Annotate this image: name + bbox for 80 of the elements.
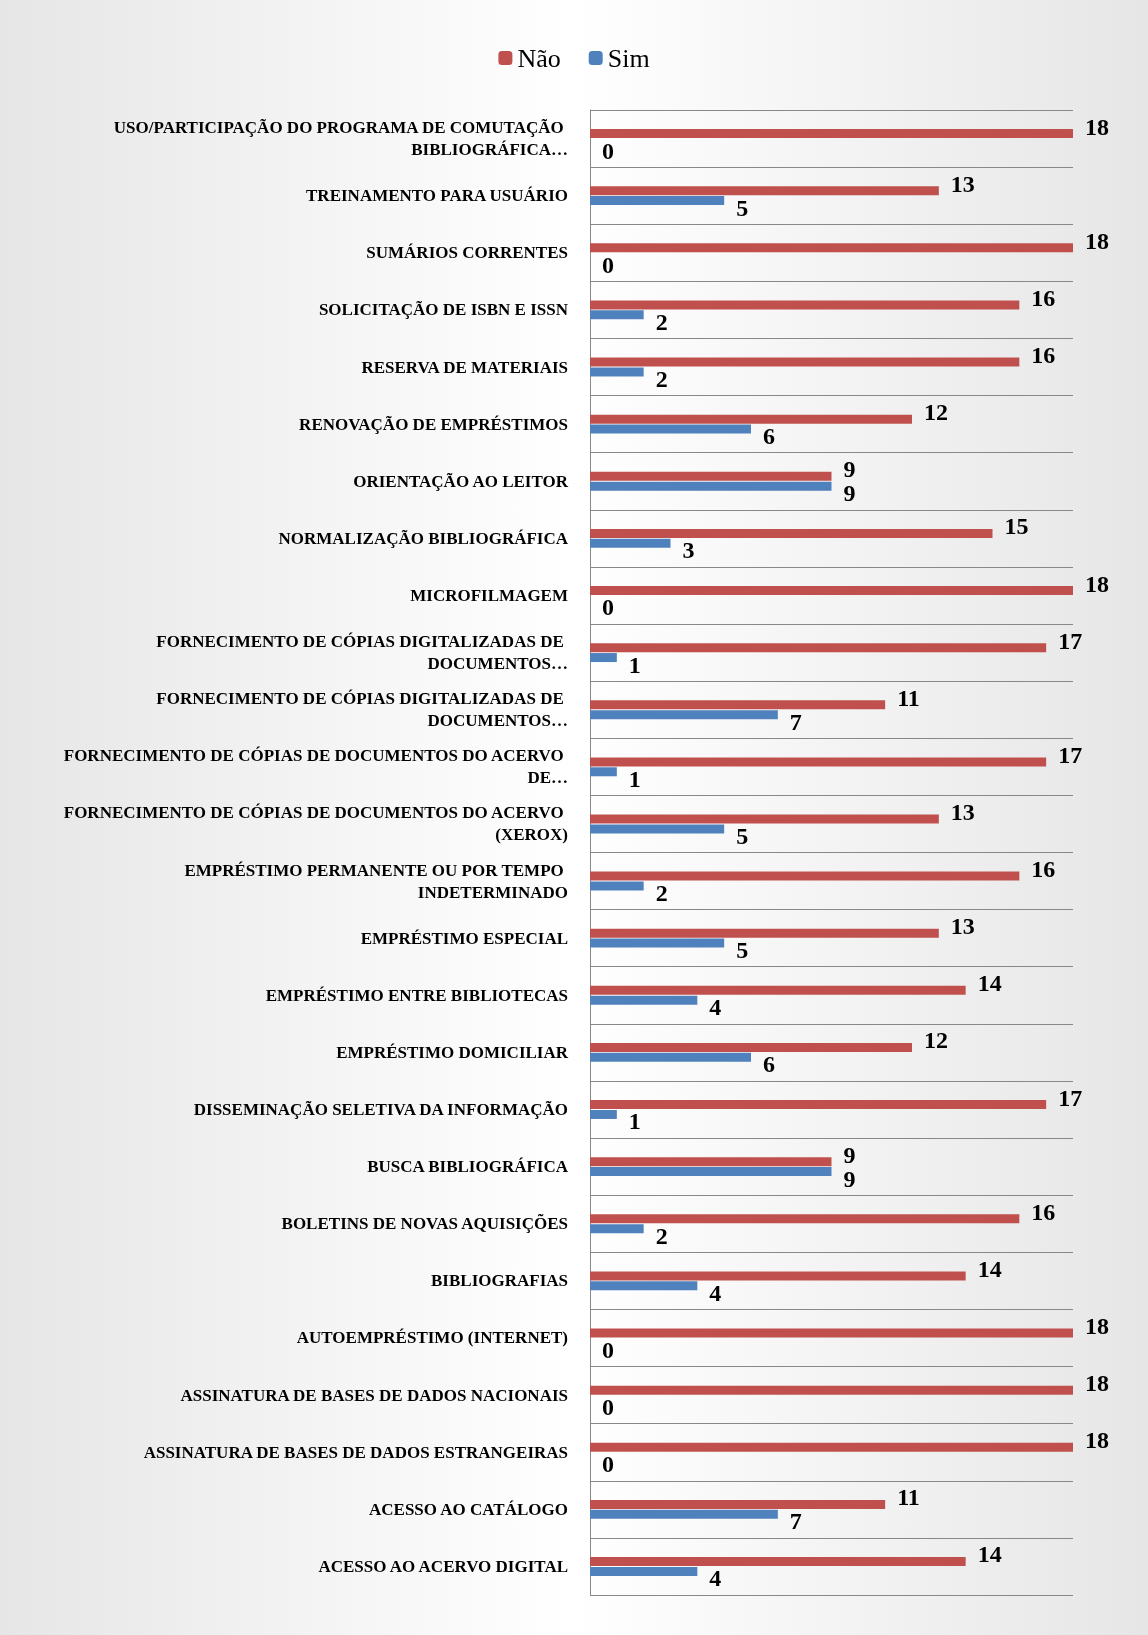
y-tick-label: BIBLIOGRAFIAS (431, 1271, 568, 1291)
data-label: 1 (628, 1108, 641, 1135)
data-label: 17 (1058, 1084, 1083, 1111)
data-label: 5 (736, 822, 749, 849)
data-label: 15 (1004, 513, 1029, 540)
y-tick-label: FORNECIMENTO DE CÓPIAS DIGITALIZADAS DE DOCUMENTOS… (156, 689, 568, 731)
data-label: 6 (763, 423, 775, 450)
y-tick-label: EMPRÉSTIMO DOMICILIAR (336, 1042, 569, 1062)
data-label: 0 (602, 594, 614, 621)
y-tick-label: SOLICITAÇÃO DE ISBN E ISSN (318, 300, 569, 320)
y-tick-label: NORMALIZAÇÃO BIBLIOGRÁFICA (278, 528, 569, 548)
data-label: 7 (789, 708, 802, 735)
data-label: 2 (655, 1222, 668, 1249)
y-tick-label: FORNECIMENTO DE CÓPIAS DE DOCUMENTOS DO ACERVO DE… (63, 746, 568, 788)
data-label: 17 (1058, 741, 1083, 768)
data-label: 4 (709, 1565, 722, 1592)
data-label: 12 (924, 1027, 948, 1054)
data-label: 16 (1031, 342, 1056, 369)
legend-label: Sim (607, 43, 650, 73)
data-label: 14 (977, 1541, 1002, 1568)
y-tick-label: FORNECIMENTO DE CÓPIAS DIGITALIZADAS DE DOCUMENTOS… (156, 632, 568, 674)
data-label: 16 (1031, 284, 1056, 311)
data-label: 14 (977, 1255, 1002, 1282)
data-label: 13 (950, 170, 975, 197)
data-label: 4 (709, 1279, 722, 1306)
data-label: 18 (1085, 1427, 1109, 1454)
data-label: 0 (602, 1336, 614, 1363)
data-label: 9 (843, 1165, 856, 1192)
y-tick-label: ACESSO AO CATÁLOGO (368, 1499, 568, 1519)
y-tick-label: EMPRÉSTIMO PERMANENTE OU POR TEMPO INDETERMINADO (184, 860, 568, 902)
data-label: 18 (1085, 113, 1109, 140)
data-label: 18 (1085, 1370, 1109, 1397)
data-label: 5 (736, 194, 749, 221)
data-label: 5 (736, 937, 749, 964)
y-tick-label: EMPRÉSTIMO ENTRE BIBLIOTECAS (265, 985, 568, 1005)
y-tick-label: DISSEMINAÇÃO SELETIVA DA INFORMAÇÃO (193, 1100, 568, 1120)
y-tick-label: ASSINATURA DE BASES DE DADOS NACIONAIS (180, 1385, 568, 1405)
y-tick-label: EMPRÉSTIMO ESPECIAL (360, 928, 568, 948)
data-label: 9 (843, 456, 856, 483)
data-label: 6 (763, 1051, 775, 1078)
data-label: 16 (1031, 856, 1056, 883)
y-tick-label: USO/PARTICIPAÇÃO DO PROGRAMA DE COMUTAÇÃO BIBLIOGRÁFICA… (113, 118, 568, 160)
data-label: 11 (897, 1484, 920, 1511)
y-tick-label: FORNECIMENTO DE CÓPIAS DE DOCUMENTOS DO ACERVO (XEROX) (63, 803, 568, 845)
data-label: 12 (924, 399, 948, 426)
data-label: 9 (843, 1141, 856, 1168)
y-tick-label: SUMÁRIOS CORRENTES (366, 243, 568, 263)
data-label: 4 (709, 994, 722, 1021)
y-tick-label: AUTOEMPRÉSTIMO (INTERNET) (296, 1328, 568, 1348)
y-tick-label: MICROFILMAGEM (410, 585, 568, 605)
data-label: 14 (977, 970, 1002, 997)
data-label: 9 (843, 480, 856, 507)
data-label: 13 (950, 798, 975, 825)
legend-label: Não (517, 43, 561, 73)
data-label: 18 (1085, 570, 1109, 597)
data-label: 18 (1085, 1313, 1109, 1340)
data-label: 0 (602, 1451, 614, 1478)
y-tick-label: TREINAMENTO PARA USUÁRIO (306, 186, 568, 206)
data-label: 3 (682, 537, 695, 564)
data-label: 1 (628, 765, 641, 792)
data-label: 17 (1058, 627, 1083, 654)
y-tick-label: ACESSO AO ACERVO DIGITAL (318, 1556, 568, 1576)
y-tick-label: RENOVAÇÃO DE EMPRÉSTIMOS (299, 414, 568, 434)
data-label: 1 (628, 651, 641, 678)
y-tick-label: ASSINATURA DE BASES DE DADOS ESTRANGEIRAS (143, 1442, 568, 1462)
data-label: 0 (602, 251, 614, 278)
data-label: 13 (950, 913, 975, 940)
y-tick-label: BUSCA BIBLIOGRÁFICA (367, 1157, 569, 1177)
data-label: 11 (897, 684, 920, 711)
data-label: 0 (602, 137, 614, 164)
data-label: 18 (1085, 227, 1109, 254)
data-label: 7 (789, 1508, 802, 1535)
y-tick-label: ORIENTAÇÃO AO LEITOR (353, 471, 569, 491)
data-label: 2 (655, 308, 668, 335)
data-label: 16 (1031, 1198, 1056, 1225)
y-tick-label: RESERVA DE MATERIAIS (361, 357, 568, 377)
data-label: 2 (655, 880, 668, 907)
data-label: 2 (655, 365, 668, 392)
data-label: 0 (602, 1394, 614, 1421)
y-tick-label: BOLETINS DE NOVAS AQUISIÇÕES (281, 1213, 568, 1234)
